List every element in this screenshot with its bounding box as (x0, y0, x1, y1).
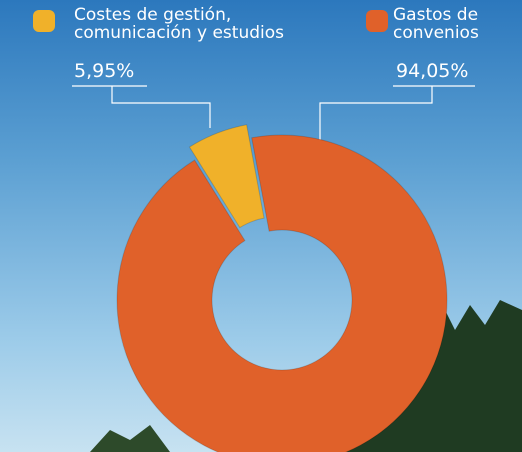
slice (116, 134, 448, 452)
legend-label: Costes de gestión, comunicación y estudi… (74, 5, 284, 43)
leaders (72, 85, 475, 150)
legend-swatch (366, 10, 388, 32)
value-label: 5,95% (74, 60, 135, 82)
donut (116, 124, 448, 452)
slice (188, 124, 265, 229)
legend-swatch (33, 10, 55, 32)
value-label: 94,05% (396, 60, 469, 82)
legend-label: Gastos de convenios (393, 5, 479, 43)
